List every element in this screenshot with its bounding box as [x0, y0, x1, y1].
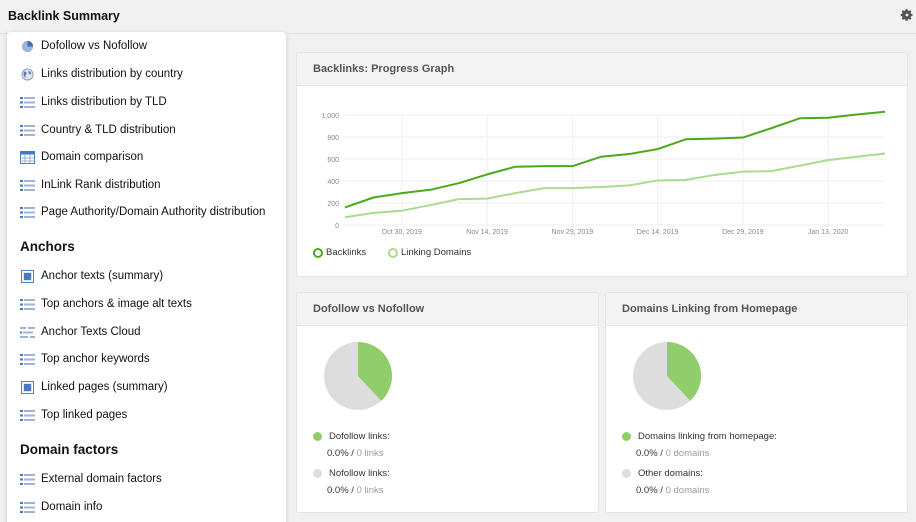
menu-item-top-anchors[interactable]: Top anchors & image alt texts: [20, 294, 192, 314]
list-icon: [20, 473, 35, 485]
homepage-panel: Domains Linking from Homepage Domains li…: [606, 293, 907, 512]
legend-backlinks-label: Backlinks: [326, 247, 367, 258]
series-line-linking-domains: [344, 152, 886, 219]
menu-item-anchor-texts-cloud[interactable]: Anchor Texts Cloud: [20, 322, 141, 342]
dofollow-pie-chart: [324, 342, 392, 410]
menu-item-domain-comparison[interactable]: Domain comparison: [20, 147, 143, 167]
menu-item-label: Top anchor keywords: [41, 353, 150, 365]
progress-graph-title: Backlinks: Progress Graph: [297, 53, 907, 86]
menu-item-anchor-texts-summary[interactable]: Anchor texts (summary): [20, 266, 163, 286]
list-icon: [20, 96, 35, 108]
menu-item-label: Dofollow vs Nofollow: [41, 40, 148, 52]
x-tick-label: Nov 14, 2019: [466, 229, 508, 236]
globe-icon: [21, 67, 34, 81]
menu-item-label: Anchor texts (summary): [41, 270, 164, 282]
dofollow-panel: Dofollow vs Nofollow Dofollow links: 0.0…: [297, 293, 598, 512]
nofollow-dot: [313, 469, 322, 478]
pie-slice-main: [358, 342, 392, 401]
menu-item-top-linked-pages[interactable]: Top linked pages: [20, 405, 127, 425]
legend-linking-domains[interactable]: Linking Domains: [388, 247, 471, 258]
x-tick-label: Dec 14, 2019: [637, 229, 679, 236]
y-tick-label: 1,000: [321, 113, 339, 120]
menu-item-label: InLink Rank distribution: [41, 179, 161, 191]
menu-item-label: Top linked pages: [41, 409, 128, 421]
menu-item-dofollow-vs-nofollow[interactable]: Dofollow vs Nofollow: [20, 36, 147, 56]
x-tick-label: Oct 30, 2019: [382, 229, 422, 236]
y-tick-label: 600: [327, 157, 339, 164]
menu-item-label: Links distribution by TLD: [41, 96, 167, 108]
other-domains-label: Other domains:: [638, 468, 703, 479]
report-menu: Dofollow vs Nofollow Links distribution …: [7, 32, 286, 522]
menu-item-links-by-country[interactable]: Links distribution by country: [20, 64, 183, 84]
menu-item-label: Anchor Texts Cloud: [41, 326, 141, 338]
list-icon: [20, 206, 35, 218]
menu-item-pa-da-distribution[interactable]: Page Authority/Domain Authority distribu…: [20, 202, 265, 222]
legend-backlinks[interactable]: Backlinks: [313, 247, 366, 258]
line-chart: 0 200 400 600 800 1,000 Oct 30, 2019 Nov 14, 20…: [321, 110, 886, 236]
table-icon: [20, 150, 35, 164]
homepage-dot: [622, 432, 631, 441]
y-tick-label: 200: [327, 201, 339, 208]
other-domains-dot: [622, 469, 631, 478]
menu-item-top-anchor-keywords[interactable]: Top anchor keywords: [20, 349, 150, 369]
homepage-label: Domains linking from homepage:: [638, 431, 777, 442]
dofollow-panel-title: Dofollow vs Nofollow: [297, 293, 598, 326]
y-tick-label: 400: [327, 179, 339, 186]
dofollow-label: Dofollow links:: [329, 431, 390, 442]
series-line-backlinks: [344, 110, 886, 209]
dofollow-dot: [313, 432, 322, 441]
summary-icon: [21, 380, 34, 394]
menu-item-country-tld[interactable]: Country & TLD distribution: [20, 120, 176, 140]
anchors-heading: Anchors: [20, 239, 75, 254]
menu-item-domain-info[interactable]: Domain info: [20, 497, 102, 517]
cloud-list-icon: [20, 326, 35, 338]
list-icon: [20, 124, 35, 136]
legend-linking-domains-label: Linking Domains: [401, 247, 472, 258]
y-tick-label: 800: [327, 135, 339, 142]
menu-item-external-domain-factors[interactable]: External domain factors: [20, 469, 162, 489]
x-tick-label: Jan 13, 2020: [808, 229, 849, 236]
dofollow-value: 0.0% / 0 links: [327, 448, 384, 459]
menu-item-label: Country & TLD distribution: [41, 124, 176, 136]
menu-item-label: Linked pages (summary): [41, 381, 168, 393]
top-bar: Backlink Summary: [0, 0, 916, 34]
menu-item-label: External domain factors: [41, 473, 162, 485]
domain-factors-heading: Domain factors: [20, 442, 119, 457]
list-icon: [20, 179, 35, 191]
homepage-value: 0.0% / 0 domains: [636, 448, 710, 459]
list-icon: [20, 501, 35, 513]
list-icon: [20, 298, 35, 310]
menu-item-label: Domain comparison: [41, 151, 144, 163]
y-tick-label: 0: [335, 223, 339, 230]
menu-item-links-by-tld[interactable]: Links distribution by TLD: [20, 92, 167, 112]
gear-icon[interactable]: [900, 8, 914, 22]
summary-icon: [21, 269, 34, 283]
list-icon: [20, 353, 35, 365]
menu-item-label: Page Authority/Domain Authority distribu…: [41, 206, 266, 218]
legend-backlinks-marker: [313, 247, 323, 258]
homepage-pie-chart: [633, 342, 701, 410]
progress-graph-panel: Backlinks: Progress Graph 0 200 400 600 800 1…: [297, 53, 907, 276]
list-icon: [20, 409, 35, 421]
page-title: Backlink Summary: [8, 9, 120, 23]
other-domains-value: 0.0% / 0 domains: [636, 485, 710, 496]
x-tick-label: Nov 29, 2019: [552, 229, 594, 236]
homepage-panel-title: Domains Linking from Homepage: [606, 293, 907, 326]
x-tick-label: Dec 29, 2019: [722, 229, 764, 236]
nofollow-label: Nofollow links:: [329, 468, 390, 479]
pie-slice-main: [667, 342, 701, 401]
legend-linking-domains-marker: [388, 247, 398, 258]
menu-item-label: Links distribution by country: [41, 68, 183, 80]
menu-item-label: Top anchors & image alt texts: [41, 298, 192, 310]
pie-chart-icon: [21, 40, 34, 52]
menu-item-inlink-rank[interactable]: InLink Rank distribution: [20, 175, 161, 195]
menu-item-linked-pages-summary[interactable]: Linked pages (summary): [20, 377, 168, 397]
nofollow-value: 0.0% / 0 links: [327, 485, 384, 496]
menu-item-label: Domain info: [41, 501, 103, 513]
